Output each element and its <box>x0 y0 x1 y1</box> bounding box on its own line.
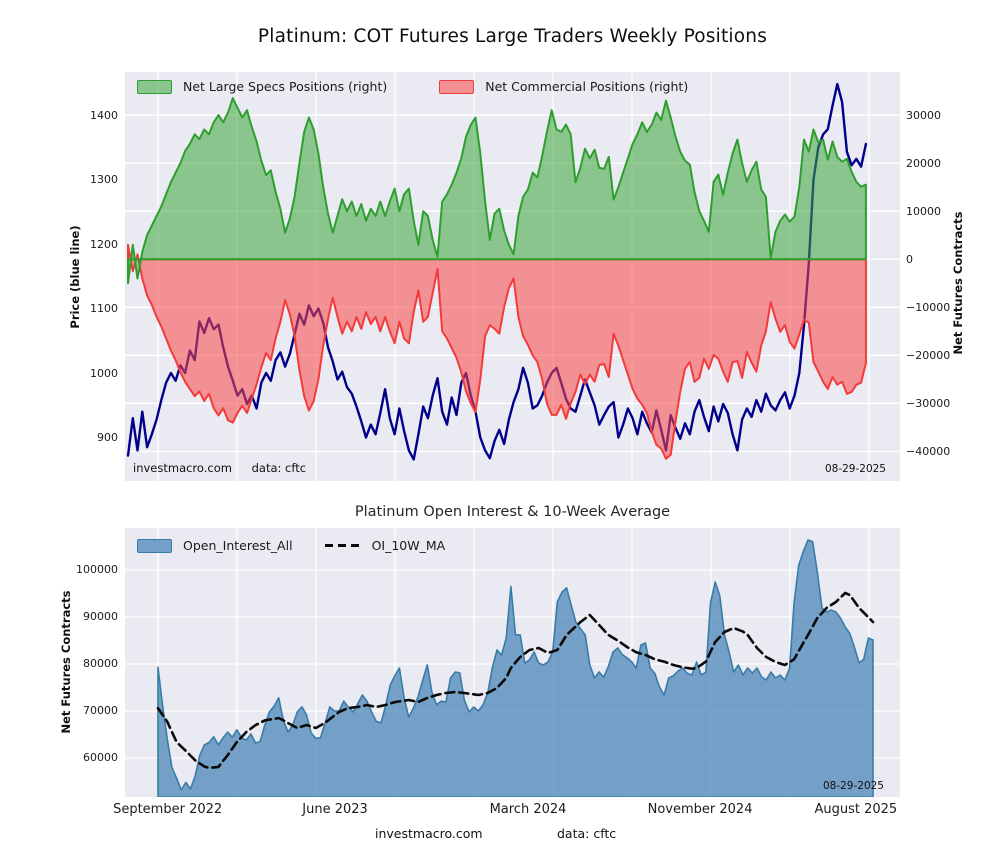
footer-source: data: cftc <box>557 826 617 841</box>
legend-entry-commercials: Net Commercial Positions (right) <box>439 79 688 94</box>
legend-label-commercials: Net Commercial Positions (right) <box>485 79 689 94</box>
y-tick-label: 900 <box>97 431 118 445</box>
top-right-axis-title: Net Futures Contracts <box>951 211 965 355</box>
x-tick-label: June 2023 <box>302 802 368 817</box>
top-legend: Net Large Specs Positions (right) Net Co… <box>137 79 688 94</box>
y-tick-label: −40000 <box>906 444 951 458</box>
dashed-line-sample <box>324 544 361 547</box>
series-open-interest-all <box>157 539 874 797</box>
series-net-commercial-positions-right- <box>127 243 867 460</box>
figure-title: Platinum: COT Futures Large Traders Week… <box>257 26 768 47</box>
watermark-source: data: cftc <box>251 461 307 475</box>
y-tick-label: 70000 <box>83 704 118 718</box>
specs-swatch <box>137 79 172 94</box>
legend-entry-ma: OI_10W_MA <box>324 538 446 553</box>
footer-site: investmacro.com <box>375 826 483 841</box>
x-tick-label: March 2024 <box>489 802 567 817</box>
legend-label-open-interest: Open_Interest_All <box>183 538 293 553</box>
y-tick-label: 90000 <box>83 610 118 624</box>
y-tick-label: −20000 <box>906 348 951 362</box>
top-plot-price-and-positions <box>125 72 900 481</box>
y-tick-label: 10000 <box>906 204 941 218</box>
x-tick-label: November 2024 <box>647 802 753 817</box>
bottom-legend: Open_Interest_All OI_10W_MA <box>137 538 445 553</box>
y-tick-label: 1100 <box>90 302 118 316</box>
y-tick-label: 100000 <box>76 563 118 577</box>
y-tick-label: 1300 <box>90 173 118 187</box>
y-tick-label: 30000 <box>906 108 941 122</box>
series-net-large-specs-positions-right- <box>127 97 867 285</box>
x-tick-label: August 2025 <box>814 802 898 817</box>
series-oi-10w-ma <box>156 591 875 770</box>
y-tick-label: 80000 <box>83 657 118 671</box>
y-tick-label: 1000 <box>90 366 118 380</box>
legend-entry-open-interest: Open_Interest_All <box>137 538 293 553</box>
y-tick-label: 1400 <box>90 108 118 122</box>
top-date-annotation: 08-29-2025 <box>824 463 886 475</box>
y-tick-label: 0 <box>906 252 913 266</box>
y-tick-label: 20000 <box>906 156 941 170</box>
top-watermark: investmacro.com data: cftc <box>133 461 306 475</box>
legend-label-ma: OI_10W_MA <box>371 538 446 553</box>
commercials-swatch <box>439 79 475 94</box>
bottom-date-annotation: 08-29-2025 <box>822 780 884 792</box>
bottom-plot-open-interest <box>125 528 900 797</box>
bottom-plot-title: Platinum Open Interest & 10-Week Average <box>354 504 671 520</box>
legend-label-specs: Net Large Specs Positions (right) <box>183 79 388 94</box>
x-tick-label: September 2022 <box>113 802 223 817</box>
legend-entry-specs: Net Large Specs Positions (right) <box>137 79 387 94</box>
y-tick-label: −10000 <box>906 300 951 314</box>
watermark-site: investmacro.com <box>133 461 232 475</box>
y-tick-label: 60000 <box>83 751 118 765</box>
open-interest-swatch <box>137 538 172 553</box>
y-tick-label: 1200 <box>90 237 118 251</box>
y-tick-label: −30000 <box>906 396 951 410</box>
